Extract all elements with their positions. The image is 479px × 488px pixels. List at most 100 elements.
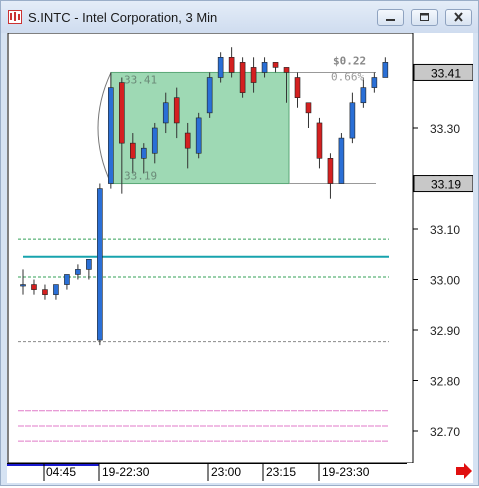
candlestick[interactable] bbox=[162, 92, 169, 134]
channel-high-label: 33.41 bbox=[124, 73, 157, 86]
candlestick[interactable] bbox=[31, 279, 37, 295]
up-candle-body bbox=[195, 117, 202, 154]
down-candle-body bbox=[184, 132, 191, 149]
time-scroll-indicator[interactable] bbox=[7, 463, 99, 466]
candlestick[interactable] bbox=[151, 122, 158, 164]
candlestick[interactable] bbox=[108, 72, 114, 189]
candlestick[interactable] bbox=[338, 133, 345, 184]
candlestick[interactable] bbox=[97, 183, 103, 346]
down-candle-body bbox=[119, 82, 125, 144]
candlestick[interactable] bbox=[42, 284, 48, 300]
time-label: 19-23:30 bbox=[322, 465, 370, 479]
window-title: S.INTC - Intel Corporation, 3 Min bbox=[28, 10, 218, 25]
down-candle-body bbox=[228, 56, 235, 73]
candlestick[interactable] bbox=[217, 52, 224, 83]
candlestick[interactable] bbox=[305, 102, 312, 128]
candlestick[interactable] bbox=[173, 87, 180, 139]
down-candle-body bbox=[327, 158, 334, 184]
candlestick[interactable] bbox=[371, 72, 378, 93]
candlestick[interactable] bbox=[250, 57, 257, 93]
up-candle-body bbox=[75, 269, 81, 275]
channel-curve bbox=[97, 72, 112, 184]
down-candle-body bbox=[316, 122, 323, 159]
down-candle-body bbox=[42, 289, 48, 295]
price-tick-label: 32.70 bbox=[430, 425, 460, 439]
current-price-label: 33.41 bbox=[431, 66, 461, 80]
down-candle-body bbox=[272, 62, 279, 68]
up-candle-body bbox=[151, 127, 158, 154]
candlestick[interactable] bbox=[119, 77, 125, 194]
candlestick[interactable] bbox=[75, 264, 81, 280]
up-candle-body bbox=[349, 102, 356, 139]
up-candle-body bbox=[261, 62, 268, 73]
minimize-button[interactable] bbox=[377, 9, 404, 26]
candlestick[interactable] bbox=[316, 117, 323, 169]
time-axis-bar: 04:45 19-22:30 23:00 23:15 19-23:30 bbox=[7, 463, 473, 483]
up-candle-body bbox=[64, 274, 70, 285]
minimize-icon bbox=[386, 19, 395, 21]
up-candle-body bbox=[360, 87, 367, 104]
candlestick[interactable] bbox=[53, 284, 59, 300]
restore-button[interactable] bbox=[411, 9, 438, 26]
up-candle-body bbox=[217, 56, 224, 78]
down-candle-body bbox=[130, 142, 136, 159]
restore-icon bbox=[420, 13, 429, 21]
price-chart[interactable]: 33.3033.2033.1033.0032.9032.8032.7033.41… bbox=[7, 32, 474, 464]
candlestick[interactable] bbox=[64, 274, 70, 290]
down-candle-body bbox=[173, 97, 180, 124]
up-candle-body bbox=[53, 284, 59, 295]
channel-low-label: 33.19 bbox=[124, 170, 157, 183]
up-candle-body bbox=[206, 77, 213, 114]
up-candle-body bbox=[140, 147, 147, 159]
time-label: 23:00 bbox=[211, 465, 241, 479]
channel-low-price-label: 33.19 bbox=[431, 178, 461, 192]
down-candle-body bbox=[31, 284, 37, 290]
candlestick[interactable] bbox=[327, 153, 334, 199]
price-tick-label: 33.00 bbox=[430, 274, 460, 288]
candlestick[interactable] bbox=[228, 47, 235, 78]
candlestick[interactable] bbox=[294, 72, 301, 108]
price-tick-label: 33.30 bbox=[430, 122, 460, 136]
time-axis: 04:45 19-22:30 23:00 23:15 19-23:30 bbox=[7, 463, 472, 481]
up-candle-body bbox=[20, 284, 26, 287]
down-candle-body bbox=[239, 62, 246, 93]
price-tick-label: 33.10 bbox=[430, 223, 460, 237]
candlestick[interactable] bbox=[382, 57, 389, 78]
candlestick[interactable] bbox=[195, 112, 202, 159]
candlestick[interactable] bbox=[184, 122, 191, 169]
down-candle-body bbox=[250, 67, 257, 83]
up-candle-body bbox=[382, 62, 389, 78]
candlestick[interactable] bbox=[206, 72, 213, 118]
candlestick[interactable] bbox=[86, 259, 92, 280]
up-candle-body bbox=[97, 188, 103, 341]
candlestick[interactable] bbox=[360, 77, 367, 108]
title-bar[interactable]: S.INTC - Intel Corporation, 3 Min bbox=[1, 1, 478, 33]
down-candle-body bbox=[294, 77, 301, 99]
chart-app-icon[interactable] bbox=[8, 10, 22, 24]
close-icon bbox=[454, 12, 463, 22]
candlestick[interactable] bbox=[130, 133, 136, 174]
candlestick[interactable] bbox=[272, 62, 279, 73]
candlestick[interactable] bbox=[140, 143, 147, 174]
candlestick[interactable] bbox=[20, 269, 26, 295]
close-button[interactable] bbox=[445, 9, 472, 26]
up-candle-body bbox=[162, 102, 169, 124]
price-tick-label: 32.90 bbox=[430, 324, 460, 338]
price-tick-label: 32.80 bbox=[430, 375, 460, 389]
candlestick[interactable] bbox=[349, 92, 356, 144]
down-candle-body bbox=[283, 67, 290, 73]
chart-area[interactable]: 33.3033.2033.1033.0032.9032.8032.7033.41… bbox=[7, 32, 474, 464]
down-candle-body bbox=[305, 102, 312, 114]
range-value-label: $0.22 bbox=[333, 54, 366, 67]
time-label: 04:45 bbox=[46, 465, 76, 479]
up-candle-body bbox=[86, 259, 92, 270]
up-candle-body bbox=[108, 87, 114, 184]
up-candle-body bbox=[338, 137, 345, 184]
candlestick[interactable] bbox=[283, 67, 290, 103]
candlestick[interactable] bbox=[239, 57, 246, 98]
up-candle-body bbox=[371, 77, 378, 88]
time-label: 19-22:30 bbox=[102, 465, 150, 479]
red-right-arrow-icon[interactable] bbox=[456, 463, 472, 479]
candlestick[interactable] bbox=[261, 57, 268, 78]
